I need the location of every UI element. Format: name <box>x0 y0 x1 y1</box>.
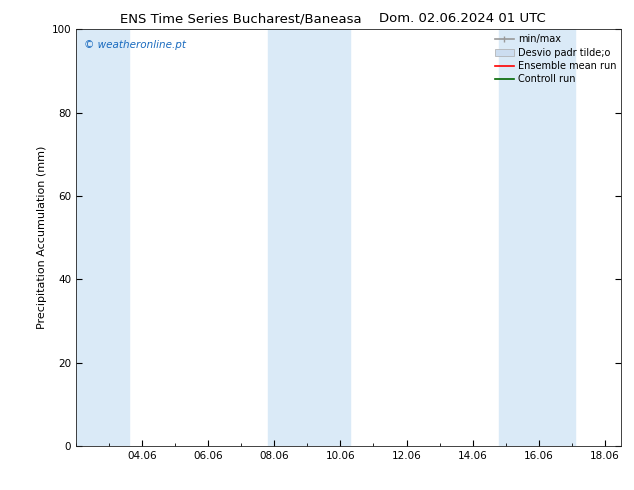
Bar <box>76 29 129 446</box>
Text: Dom. 02.06.2024 01 UTC: Dom. 02.06.2024 01 UTC <box>379 12 547 25</box>
Legend: min/max, Desvio padr tilde;o, Ensemble mean run, Controll run: min/max, Desvio padr tilde;o, Ensemble m… <box>493 32 618 86</box>
Text: © weatheronline.pt: © weatheronline.pt <box>84 40 186 50</box>
Text: ENS Time Series Bucharest/Baneasa: ENS Time Series Bucharest/Baneasa <box>120 12 362 25</box>
Y-axis label: Precipitation Accumulation (mm): Precipitation Accumulation (mm) <box>37 146 48 329</box>
Bar <box>268 29 351 446</box>
Bar <box>499 29 575 446</box>
